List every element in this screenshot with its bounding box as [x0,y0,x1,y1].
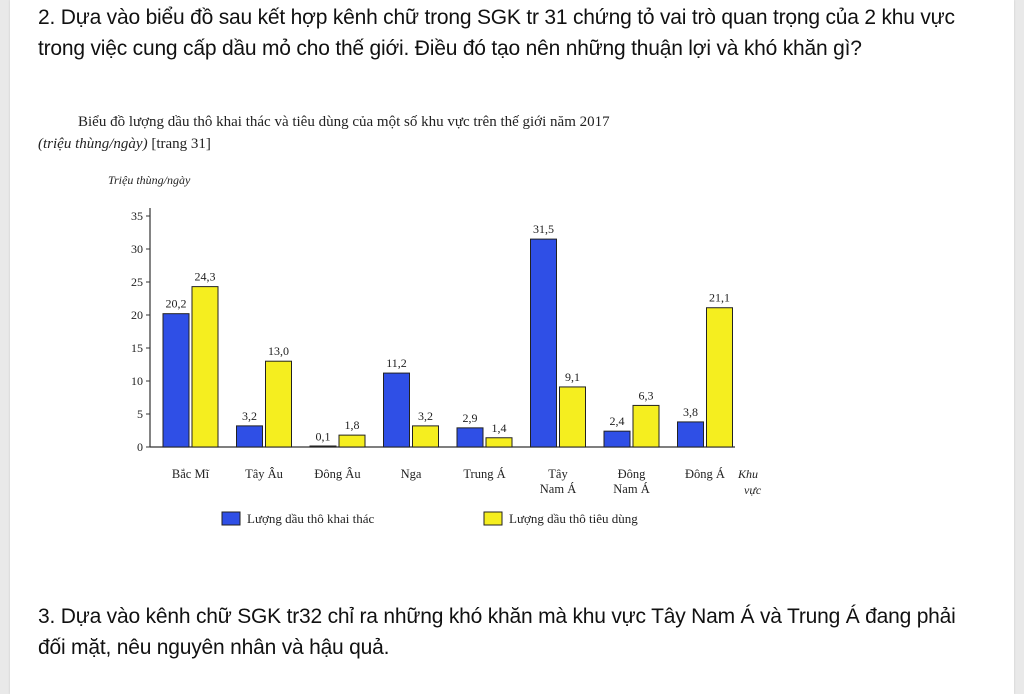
data-label: 2,9 [463,411,478,425]
y-tick-label: 30 [131,242,143,256]
category-label: Trung Á [463,467,505,481]
bar-production [309,445,337,448]
y-tick-label: 25 [131,275,143,289]
category-label: Nam Á [540,482,576,496]
legend-label: Lượng dầu thô tiêu dùng [509,511,638,526]
category-label: Nam Á [613,482,649,496]
bar-consumption [485,437,513,448]
legend-swatch [483,511,503,526]
y-tick-label: 35 [131,209,143,223]
bar-production [162,313,190,448]
data-label: 21,1 [709,291,730,305]
data-label: 6,3 [639,388,654,402]
data-label: 11,2 [386,356,407,370]
category-label: Tây Âu [245,467,284,481]
bar-production [456,427,484,448]
bar-production [236,425,263,448]
category-label: Tây [548,467,568,481]
y-tick-label: 10 [131,374,143,388]
category-label: Đông [618,467,647,481]
question-3-text: 3. Dựa vào kênh chữ SGK tr32 chỉ ra nhữn… [38,605,956,659]
data-label: 31,5 [533,222,554,236]
bar-consumption [559,386,586,448]
bar-production [530,238,557,448]
chart-title: Biểu đồ lượng dầu thô khai thác và tiêu … [78,114,610,130]
data-label: 1,4 [492,421,507,435]
data-label: 13,0 [268,344,289,358]
category-label: Đông Á [685,467,725,481]
bar-consumption [412,425,439,448]
bar-production [677,421,704,448]
bar-consumption [632,404,660,448]
x-axis-label: Khu [737,467,758,481]
category-label: Bắc Mĩ [172,467,210,481]
y-tick-label: 5 [137,407,143,421]
category-label: Đông Âu [314,467,361,481]
bar-consumption [191,286,219,448]
bar-production [383,372,410,448]
chart-unit: (triệu thùng/ngày) [38,136,148,152]
x-axis-label: vực [744,483,762,497]
bar-consumption [706,307,733,448]
legend-swatch [221,511,241,526]
data-label: 3,2 [242,409,257,423]
chart-page-ref: [trang 31] [151,136,211,152]
y-axis-label: Triệu thùng/ngày [108,173,191,187]
bar-consumption [338,434,366,448]
y-tick-label: 0 [137,440,143,454]
y-tick-label: 15 [131,341,143,355]
data-label: 3,8 [683,405,698,419]
bar-production [603,430,631,448]
chart-caption: Biểu đồ lượng dầu thô khai thác và tiêu … [38,111,610,155]
data-label: 0,1 [316,429,331,443]
bar-consumption [265,360,292,448]
question-2-text: 2. Dựa vào biểu đồ sau kết hợp kênh chữ … [38,6,955,60]
data-label: 9,1 [565,370,580,384]
data-label: 2,4 [610,414,625,428]
data-label: 24,3 [195,270,216,284]
data-label: 1,8 [345,418,360,432]
data-label: 3,2 [418,409,433,423]
data-label: 20,2 [166,297,187,311]
category-label: Nga [401,467,422,481]
y-tick-label: 20 [131,308,143,322]
legend-label: Lượng dầu thô khai thác [247,511,375,526]
